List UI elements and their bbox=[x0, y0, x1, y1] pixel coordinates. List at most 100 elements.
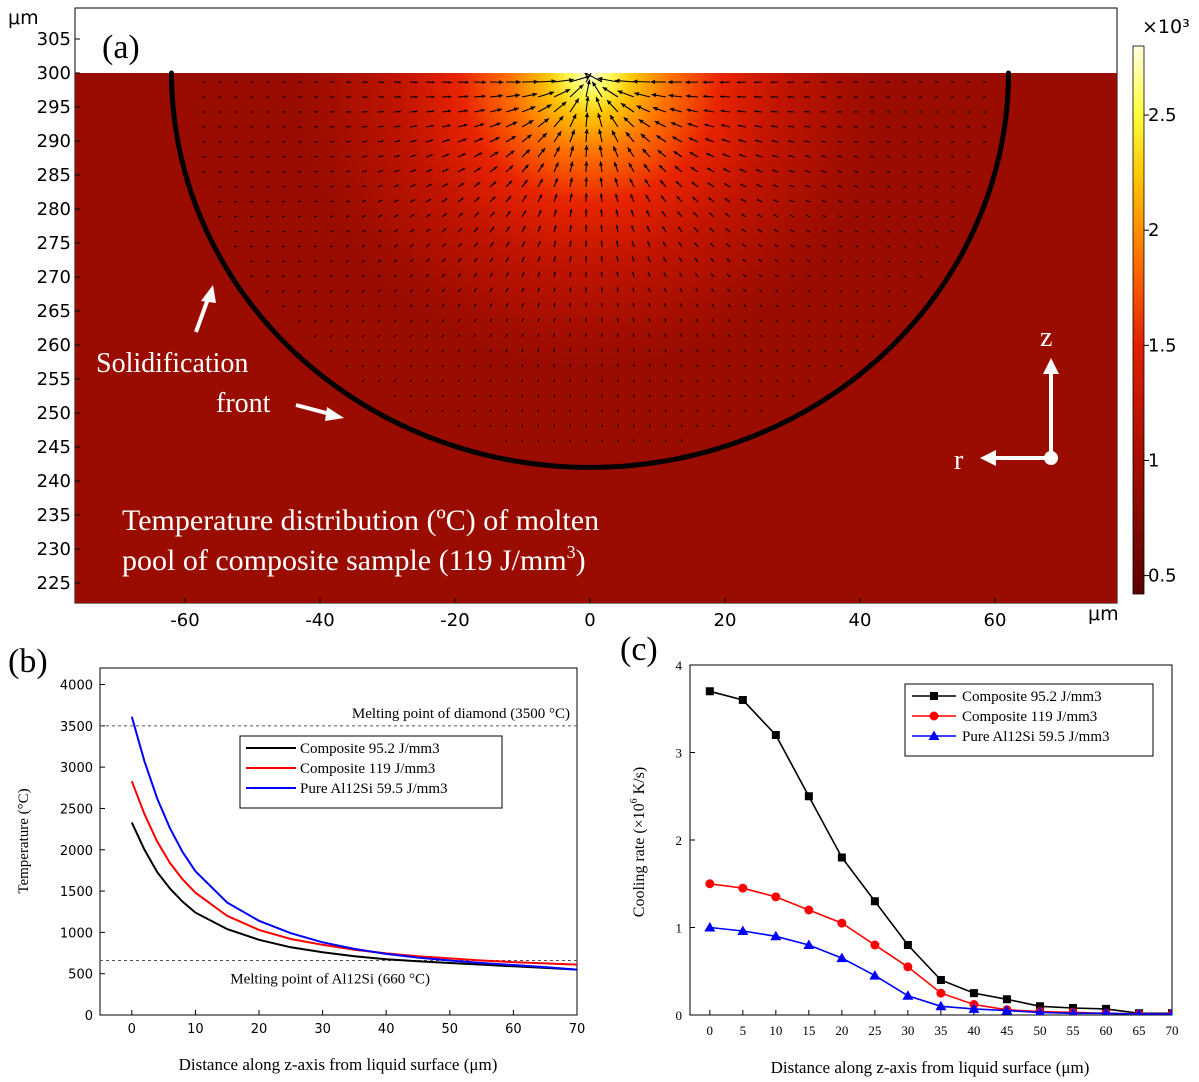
velocity-arrow-head bbox=[823, 320, 825, 322]
velocity-arrow-head bbox=[662, 226, 665, 230]
velocity-arrow-head bbox=[738, 139, 742, 142]
velocity-arrow-head bbox=[724, 198, 728, 201]
velocity-arrow-head bbox=[600, 271, 603, 274]
ylabel-c-main: Cooling rate (×10 bbox=[631, 803, 648, 917]
velocity-arrow-head bbox=[379, 305, 381, 307]
velocity-arrow-head bbox=[299, 305, 301, 307]
velocity-arrow-head bbox=[838, 230, 841, 232]
velocity-arrow-head bbox=[362, 350, 364, 352]
velocity-arrow-head bbox=[410, 379, 412, 381]
velocity-arrow-head bbox=[616, 271, 619, 275]
x-tick-label: 70 bbox=[1166, 1023, 1179, 1038]
velocity-arrow-head bbox=[474, 288, 477, 291]
velocity-arrow-head bbox=[685, 94, 690, 99]
x-tick-label: 30 bbox=[901, 1023, 914, 1038]
velocity-arrow-head bbox=[410, 394, 412, 396]
velocity-arrow-head bbox=[772, 169, 775, 172]
velocity-arrow-head bbox=[396, 229, 398, 232]
velocity-arrow-head bbox=[553, 318, 556, 320]
velocity-arrow-head bbox=[428, 214, 431, 216]
velocity-arrow-head bbox=[526, 134, 532, 139]
velocity-arrow-head bbox=[348, 200, 350, 202]
velocity-arrow-head bbox=[315, 260, 317, 262]
velocity-arrow-head bbox=[378, 380, 380, 382]
velocity-arrow-head bbox=[426, 319, 428, 321]
velocity-arrow-head bbox=[840, 365, 842, 367]
velocity-arrow-head bbox=[537, 364, 539, 366]
velocity-arrow-head bbox=[710, 243, 713, 246]
velocity-arrow-head bbox=[553, 348, 555, 351]
velocity-arrow-head bbox=[458, 394, 460, 396]
velocity-arrow-head bbox=[235, 141, 237, 143]
velocity-arrow-head bbox=[251, 216, 253, 217]
velocity-arrow-head bbox=[837, 126, 839, 128]
velocity-arrow-head bbox=[219, 201, 221, 203]
velocity-arrow-head bbox=[951, 186, 953, 188]
velocity-arrow-head bbox=[235, 171, 237, 173]
velocity-arrow-head bbox=[523, 210, 526, 214]
velocity-arrow-head bbox=[837, 140, 840, 143]
velocity-arrow-head bbox=[673, 151, 678, 155]
data-point bbox=[1035, 1006, 1045, 1015]
velocity-arrow-head bbox=[251, 245, 253, 247]
velocity-arrow-head bbox=[362, 365, 364, 367]
velocity-arrow-head bbox=[742, 243, 745, 246]
velocity-arrow-head bbox=[442, 304, 445, 306]
velocity-arrow-head bbox=[448, 80, 452, 84]
velocity-arrow-head bbox=[553, 240, 557, 244]
velocity-arrow-head bbox=[681, 379, 682, 381]
y-tick-label: 500 bbox=[68, 968, 93, 983]
velocity-arrow-head bbox=[754, 124, 758, 128]
velocity-arrow-head bbox=[744, 334, 746, 336]
velocity-arrow-head bbox=[648, 287, 650, 290]
velocity-arrow-head bbox=[696, 303, 698, 306]
x-tick-label: 30 bbox=[314, 1022, 331, 1037]
y-tick-label: 255 bbox=[37, 369, 71, 390]
velocity-arrow-head bbox=[569, 177, 574, 182]
velocity-arrow-head bbox=[804, 140, 807, 143]
velocity-arrow-head bbox=[614, 177, 618, 182]
velocity-arrow-head bbox=[267, 156, 269, 158]
velocity-arrow-head bbox=[426, 349, 428, 352]
velocity-arrow-head bbox=[855, 350, 857, 352]
velocity-arrow-head bbox=[870, 185, 873, 187]
velocity-arrow-head bbox=[706, 167, 711, 171]
colorbar-tick-label: 1 bbox=[1148, 450, 1159, 471]
velocity-arrow-head bbox=[331, 320, 333, 322]
velocity-arrow-head bbox=[712, 379, 714, 381]
velocity-arrow-head bbox=[482, 80, 486, 85]
velocity-arrow-head bbox=[919, 141, 921, 143]
velocity-arrow-head bbox=[528, 120, 534, 125]
velocity-arrow-head bbox=[870, 96, 872, 98]
velocity-arrow-head bbox=[967, 96, 968, 98]
velocity-arrow-head bbox=[787, 81, 790, 84]
velocity-arrow-head bbox=[431, 95, 435, 99]
velocity-arrow-head bbox=[299, 275, 301, 277]
velocity-arrow-head bbox=[728, 334, 730, 336]
velocity-arrow-head bbox=[902, 96, 904, 98]
velocity-arrow-head bbox=[792, 320, 794, 322]
velocity-arrow-head bbox=[623, 117, 629, 122]
velocity-arrow-head bbox=[364, 215, 366, 217]
velocity-arrow-head bbox=[365, 81, 368, 84]
velocity-arrow-head bbox=[694, 257, 697, 260]
velocity-arrow-head bbox=[728, 319, 730, 321]
velocity-arrow-head bbox=[445, 168, 449, 171]
velocity-arrow-head bbox=[507, 226, 510, 230]
velocity-arrow-head bbox=[757, 199, 760, 202]
velocity-arrow-head bbox=[442, 364, 444, 366]
velocity-arrow-head bbox=[720, 95, 724, 99]
velocity-arrow-head bbox=[598, 145, 603, 151]
velocity-arrow-head bbox=[668, 93, 674, 98]
velocity-arrow-head bbox=[346, 350, 348, 352]
data-point bbox=[737, 925, 749, 935]
series-b bbox=[130, 716, 577, 971]
velocity-arrow-head bbox=[871, 320, 873, 322]
velocity-arrow-head bbox=[569, 318, 571, 320]
colorbar-ticks: 0.5 1 1.5 2 2.5 bbox=[1144, 105, 1177, 587]
x-tick-label: 20 bbox=[251, 1022, 268, 1037]
velocity-arrow-head bbox=[805, 170, 808, 172]
velocity-arrow-head bbox=[584, 128, 589, 134]
velocity-arrow-head bbox=[740, 198, 744, 201]
velocity-arrow-head bbox=[506, 379, 507, 381]
